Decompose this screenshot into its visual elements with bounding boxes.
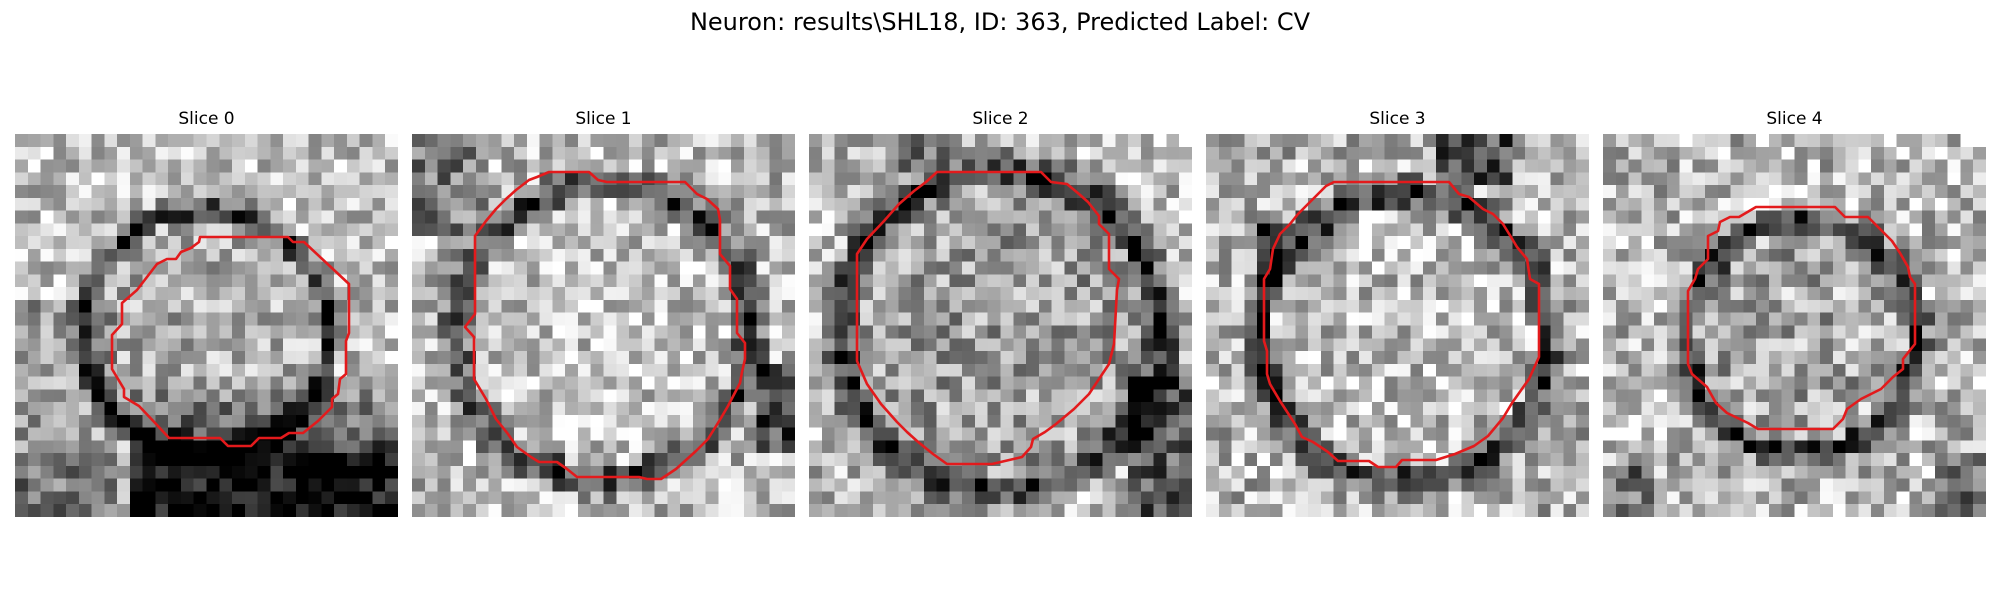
slice-4-pixel-grid xyxy=(1603,134,1986,517)
slice-1-neuron-outline xyxy=(463,170,747,481)
slice-4-image xyxy=(1603,134,1986,517)
slice-0-image xyxy=(15,134,398,517)
slice-2-image xyxy=(809,134,1192,517)
slice-2-pixel-grid xyxy=(809,134,1192,517)
slice-0-title: Slice 0 xyxy=(178,109,235,129)
slice-2-title: Slice 2 xyxy=(972,109,1029,129)
slice-3-neuron-outline xyxy=(1262,180,1541,469)
slice-4-title: Slice 4 xyxy=(1766,109,1823,129)
slice-1-image xyxy=(412,134,795,517)
slice-2-neuron-outline xyxy=(855,170,1121,466)
slice-1-title: Slice 1 xyxy=(575,109,632,129)
figure-title: Neuron: results\SHL18, ID: 363, Predicte… xyxy=(689,8,1311,36)
slice-4-neuron-outline xyxy=(1686,205,1917,431)
slice-3-image xyxy=(1206,134,1589,517)
slice-3-pixel-grid xyxy=(1206,134,1589,517)
slice-3-title: Slice 3 xyxy=(1369,109,1426,129)
slice-0-neuron-outline xyxy=(110,235,351,448)
slice-0-pixel-grid xyxy=(15,134,398,517)
